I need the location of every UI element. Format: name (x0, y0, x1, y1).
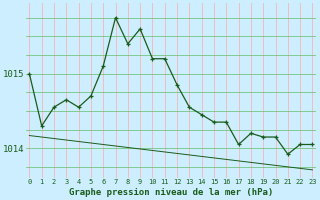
X-axis label: Graphe pression niveau de la mer (hPa): Graphe pression niveau de la mer (hPa) (69, 188, 273, 197)
